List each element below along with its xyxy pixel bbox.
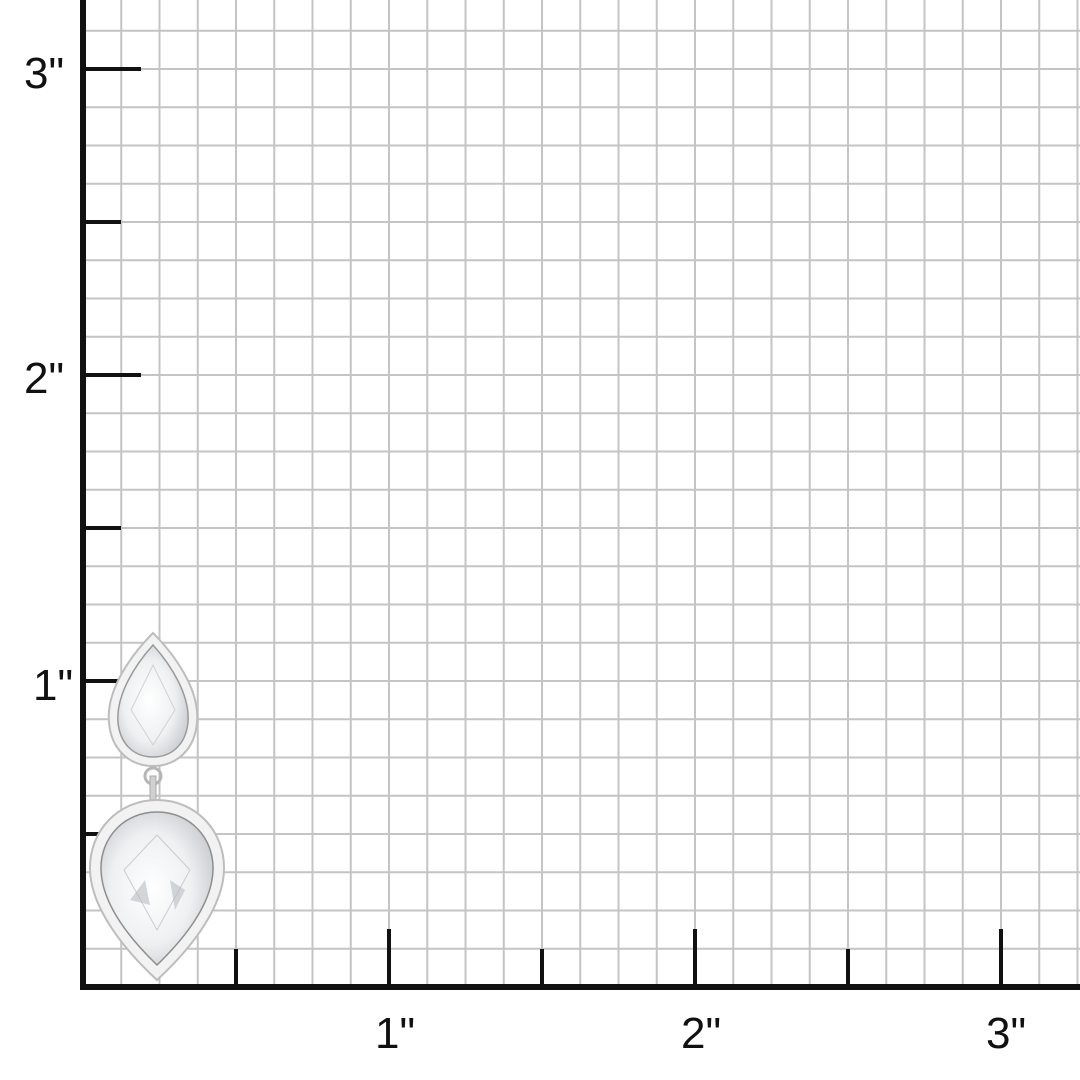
- y-label-3in: 3": [24, 49, 65, 98]
- bottom-stone: [88, 798, 226, 982]
- top-stone: [107, 631, 199, 768]
- connector-ring: [143, 766, 163, 803]
- x-label-1in: 1": [375, 1009, 416, 1058]
- y-label-1in: 1": [33, 661, 74, 710]
- x-label-3in: 3": [986, 1009, 1027, 1058]
- x-label-2in: 2": [681, 1009, 722, 1058]
- y-label-2in: 2": [24, 354, 65, 403]
